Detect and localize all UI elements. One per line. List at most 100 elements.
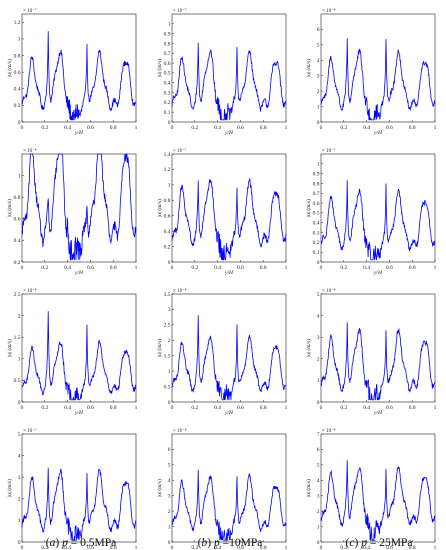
caption-sep: ): [355, 537, 362, 549]
y-tick-label: 0.5: [164, 384, 171, 390]
x-tick-label: 0.8: [110, 405, 117, 411]
x-tick-label: 0: [21, 125, 24, 131]
y-tick-label: 2: [317, 89, 320, 95]
axis-multiplier: × 10⁻⁸: [173, 288, 187, 294]
x-tick-label: 0.2: [340, 265, 347, 271]
series-line: [171, 469, 287, 541]
y-tick-label: 1: [317, 378, 320, 384]
y-tick-label: 0.8: [164, 198, 171, 204]
x-tick-label: 0: [21, 405, 24, 411]
y-tick-label: 1.5: [164, 354, 171, 360]
y-tick-label: 4: [168, 478, 171, 484]
y-axis-label: |u| (m/s): [305, 339, 312, 357]
y-tick-label: 0: [168, 120, 171, 126]
x-tick-label: 0: [21, 265, 24, 271]
x-axis-label: y/H: [74, 410, 84, 416]
x-tick-label: 0: [320, 405, 323, 411]
x-tick-label: 0.2: [41, 265, 48, 271]
subplot-1-3: × 10⁻⁸ 0 1 2 3 4 5 6 0 0.2 0.4 0.6 0.8 1 y/H |u| (m/s): [305, 8, 437, 136]
y-tick-label: 0.2: [164, 100, 171, 106]
y-tick-label: 6: [317, 447, 320, 453]
subplot-1-1: × 10⁻⁷ 0 0.2 0.4 0.6 0.8 1 1.2 0 0.2 0.4 0.6 0.8 1 y/H…: [6, 8, 138, 136]
y-tick-label: 0.9: [164, 31, 171, 37]
axis-multiplier: × 10⁻⁸: [23, 288, 37, 294]
panel-caption: (b) p =10MPa: [198, 537, 263, 549]
x-tick-label: 0.8: [260, 265, 267, 271]
y-tick-label: 6: [168, 447, 171, 453]
caption-var: p: [61, 537, 68, 549]
y-tick-label: 0.2: [14, 103, 21, 109]
x-tick-label: 0.6: [87, 125, 94, 131]
x-tick-label: 0: [171, 125, 174, 131]
x-tick-label: 0.8: [260, 405, 267, 411]
y-tick-label: 1: [18, 518, 21, 524]
x-axis-label: y/H: [74, 270, 84, 276]
y-tick-label: 4: [317, 58, 320, 64]
series-line: [320, 459, 436, 541]
x-tick-label: 0.8: [110, 125, 117, 131]
x-tick-label: 0.8: [260, 125, 267, 131]
x-tick-label: 1: [135, 265, 138, 271]
x-tick-label: 0: [320, 265, 323, 271]
y-axis-label: |u| (m/s): [6, 339, 13, 357]
y-tick-label: 2: [168, 509, 171, 515]
x-tick-label: 0.4: [363, 545, 370, 550]
y-tick-label: 1: [168, 524, 171, 530]
y-tick-label: 1.2: [164, 167, 171, 173]
x-tick-label: 0.8: [409, 265, 416, 271]
y-tick-label: 0.3: [313, 230, 320, 236]
y-tick-label: 0.3: [164, 90, 171, 96]
x-tick-label: 0: [21, 545, 24, 550]
y-tick-label: 0.2: [14, 260, 21, 266]
y-tick-label: 3: [317, 494, 320, 500]
y-tick-label: 0.5: [14, 378, 21, 384]
y-tick-label: 0: [317, 540, 320, 546]
subplot-2-1: × 10⁻⁸0.20.40.60.810 0.2 0.4 0.6 0.8 1y/H|u| …: [6, 148, 138, 276]
y-tick-label: 0.8: [313, 181, 320, 187]
y-tick-label: 0: [168, 260, 171, 266]
y-tick-label: 0: [317, 120, 320, 126]
series-line: [320, 38, 436, 121]
axes-frame: [320, 13, 436, 123]
axis-multiplier: × 10⁻⁸: [322, 8, 336, 14]
y-tick-label: 0.5: [313, 211, 320, 217]
y-tick-label: 0.6: [14, 217, 21, 223]
y-axis-label: |u| (m/s): [156, 479, 163, 497]
x-axis-label: y/H: [373, 130, 383, 136]
y-tick-label: 0: [168, 400, 171, 406]
series-line: [171, 178, 287, 261]
x-tick-label: 0.6: [386, 405, 393, 411]
y-axis-label: |u| (m/s): [6, 479, 13, 497]
y-tick-label: 0.6: [313, 201, 320, 207]
y-axis-label: |u| (m/s): [305, 59, 312, 77]
y-tick-label: 0: [18, 540, 21, 546]
caption-sep: ): [207, 537, 214, 549]
y-tick-label: 1: [168, 183, 171, 189]
x-tick-label: 1: [434, 125, 437, 131]
x-tick-label: 0.8: [110, 545, 117, 550]
x-axis-label: y/H: [74, 130, 84, 136]
y-tick-label: 0.8: [14, 53, 21, 59]
y-tick-label: 1: [317, 162, 320, 168]
y-tick-label: 0.2: [164, 244, 171, 250]
x-tick-label: 1: [135, 405, 138, 411]
x-tick-label: 0.8: [260, 545, 267, 550]
y-tick-label: 1: [168, 22, 171, 28]
y-tick-label: 6: [317, 27, 320, 33]
x-tick-label: 1: [285, 265, 288, 271]
axes-frame: [320, 293, 436, 403]
y-tick-label: 7: [317, 432, 320, 438]
axes-frame: [21, 153, 137, 263]
axes-frame: [21, 293, 137, 403]
subplot-2-3: × 10⁻⁷ 0 0.1 0.2 0.3 0.4 0.5 0.6 0.7 0.8 0.9 1 0 0.2 0…: [305, 148, 437, 276]
x-tick-label: 0.6: [237, 545, 244, 550]
panel-caption: (a) p = 0.5MPa: [46, 537, 116, 549]
caption-sep: ): [55, 537, 62, 549]
x-tick-label: 0.8: [110, 265, 117, 271]
series-line: [320, 180, 436, 261]
x-tick-label: 0.6: [87, 265, 94, 271]
